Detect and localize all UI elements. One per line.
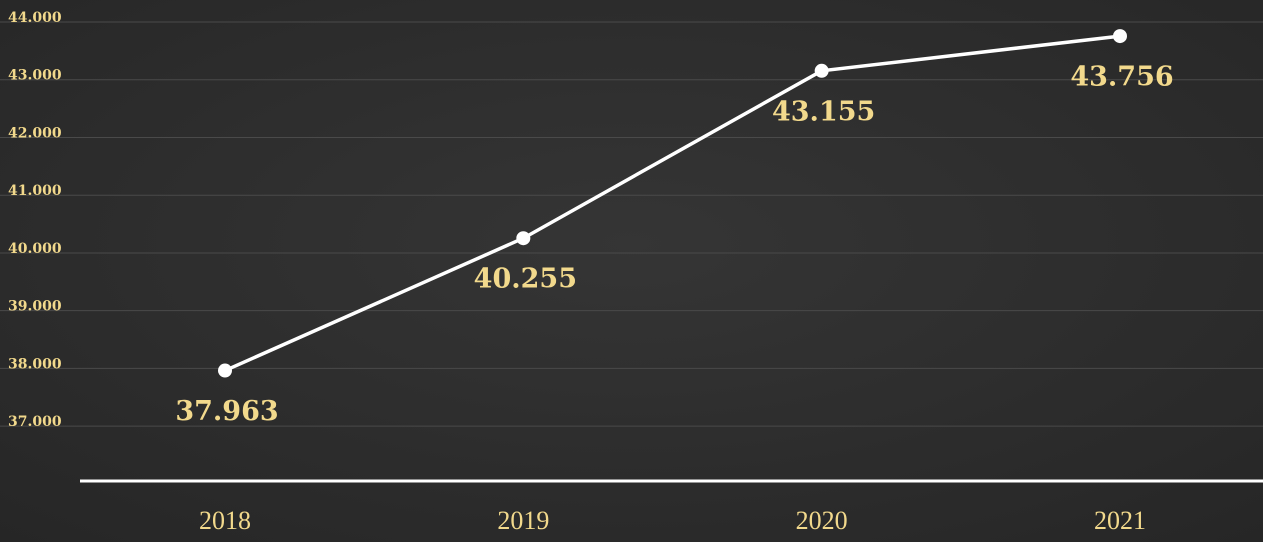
point xyxy=(516,231,531,246)
y-tick-label: 42.000 xyxy=(8,125,62,141)
data-label: 43.155 xyxy=(772,96,875,127)
y-tick-label: 43.000 xyxy=(8,68,62,84)
y-tick-label: 38.000 xyxy=(8,356,62,372)
data-label: 37.963 xyxy=(175,396,278,427)
x-tick-label: 2019 xyxy=(497,506,549,535)
point xyxy=(218,363,232,378)
data-label: 43.756 xyxy=(1070,62,1173,93)
point xyxy=(1113,29,1127,44)
x-tick-label: 2020 xyxy=(796,506,848,535)
y-tick-label: 40.000 xyxy=(8,241,62,257)
x-tick-label: 2021 xyxy=(1094,506,1146,535)
y-tick-label: 44.000 xyxy=(8,10,62,26)
y-tick-label: 37.000 xyxy=(8,414,62,430)
point xyxy=(814,63,829,78)
y-tick-label: 41.000 xyxy=(8,183,62,199)
data-label: 40.255 xyxy=(474,264,577,295)
x-tick-label: 2018 xyxy=(199,506,251,535)
y-tick-label: 39.000 xyxy=(8,299,62,315)
line xyxy=(224,34,1121,373)
